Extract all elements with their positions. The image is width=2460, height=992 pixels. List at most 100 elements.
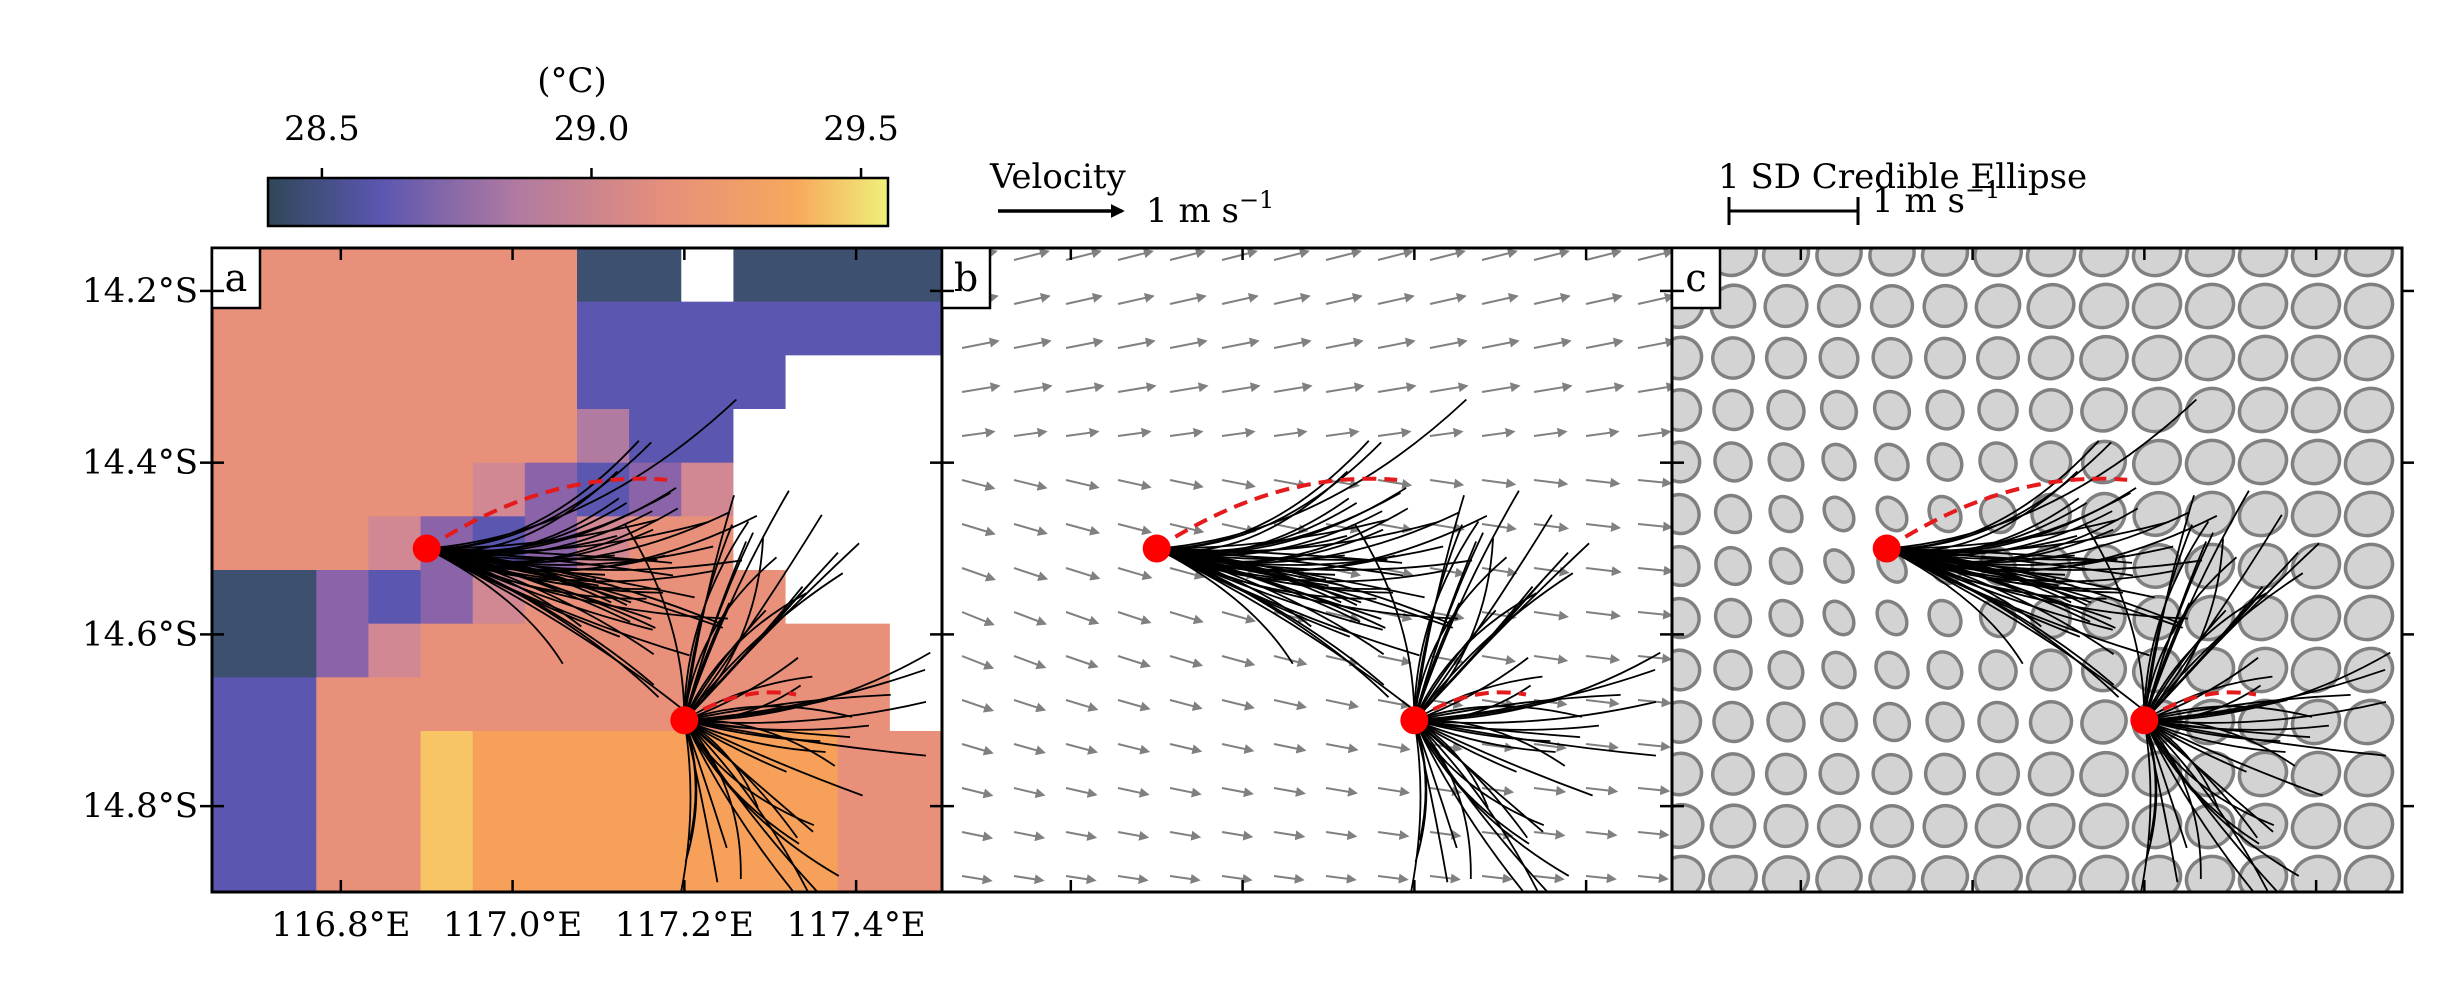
sst-cell xyxy=(837,462,891,517)
trajectory-line xyxy=(2143,675,2273,722)
velocity-arrow xyxy=(1377,293,1415,305)
trajectory-line xyxy=(2144,705,2313,722)
trajectory-line xyxy=(1156,441,1382,550)
velocity-arrow xyxy=(1377,699,1412,710)
sst-cell xyxy=(472,838,526,892)
sst-cell xyxy=(524,677,578,732)
trajectory-line xyxy=(683,719,742,880)
credible-ellipse xyxy=(1711,336,1755,380)
velocity-arrow xyxy=(1585,427,1620,438)
sst-cell xyxy=(472,409,526,464)
credible-ellipse xyxy=(1925,701,1965,743)
velocity-arrow xyxy=(1169,787,1202,798)
sst-cell xyxy=(577,731,630,786)
velocity-arrow xyxy=(1637,609,1672,620)
credible-ellipse xyxy=(2237,490,2289,538)
credible-ellipse xyxy=(2343,854,2395,892)
sst-cell xyxy=(524,784,578,839)
velocity-arrow xyxy=(1429,873,1461,884)
velocity-arrow xyxy=(1117,743,1151,755)
trajectory-line xyxy=(683,572,844,721)
velocity-arrow xyxy=(1169,874,1201,884)
credible-ellipse xyxy=(2132,490,2182,538)
trajectory-line xyxy=(426,528,654,563)
velocity-arrow xyxy=(961,382,1001,393)
velocity-arrow xyxy=(1013,611,1048,626)
credible-ellipse xyxy=(2131,802,2183,850)
credible-ellipse xyxy=(1875,495,1909,533)
velocity-arrow xyxy=(1585,829,1618,840)
credible-ellipse xyxy=(1713,493,1753,535)
colorbar-label: (°C) xyxy=(537,61,607,101)
credible-ellipse xyxy=(1672,751,1704,797)
trajectory-line xyxy=(1413,490,1520,721)
sst-cell xyxy=(264,570,317,625)
velocity-arrow xyxy=(1637,873,1669,884)
credible-ellipse xyxy=(1672,596,1701,640)
sst-cell xyxy=(837,570,891,625)
trajectory-line xyxy=(2143,720,2179,883)
velocity-arrow xyxy=(1169,479,1204,490)
credible-ellipse xyxy=(2026,802,2076,850)
credible-ellipse xyxy=(1712,700,1754,744)
velocity-arrow xyxy=(1585,741,1619,752)
velocity-arrow xyxy=(1117,699,1151,712)
velocity-arrow xyxy=(1273,699,1308,711)
velocity-arrow xyxy=(961,831,994,842)
credible-ellipse xyxy=(1764,752,1808,796)
sst-cell xyxy=(837,409,891,464)
sst-cell xyxy=(264,462,317,517)
credible-ellipse xyxy=(1763,803,1809,849)
velocity-arrow xyxy=(1013,293,1051,305)
velocity-arrow xyxy=(1117,382,1157,393)
trajectory-line xyxy=(683,719,800,845)
sst-cell xyxy=(837,731,891,786)
trajectory-line xyxy=(2084,523,2146,721)
credible-ellipse xyxy=(2081,543,2127,589)
sst-cell xyxy=(420,462,474,517)
credible-ellipse xyxy=(1818,752,1860,796)
velocity-arrow xyxy=(1325,699,1360,710)
velocity-arrow xyxy=(1325,382,1365,393)
sst-cell xyxy=(577,677,630,732)
credible-ellipse xyxy=(2131,334,2183,382)
velocity-arrow xyxy=(1429,523,1465,533)
velocity-arrow xyxy=(1117,830,1150,841)
trajectory-line xyxy=(426,547,690,657)
trajectory-line xyxy=(2140,720,2152,892)
credible-ellipse xyxy=(1875,599,1909,637)
trajectory-line xyxy=(2144,699,2288,722)
ellipse-legend: 1 SD Credible Ellipse 1 m s−1 xyxy=(1718,157,2087,225)
credible-ellipse xyxy=(1974,803,2022,849)
trajectory-line xyxy=(2144,700,2387,724)
credible-ellipse xyxy=(1978,649,2018,691)
credible-ellipse xyxy=(1977,700,2019,744)
credible-ellipse xyxy=(1973,854,2023,892)
start-point-marker xyxy=(1400,706,1429,735)
velocity-arrow xyxy=(1169,523,1205,535)
panel-letter-a: a xyxy=(225,256,248,300)
trajectory-line xyxy=(683,524,733,721)
ellipse-legend-value: 1 m s−1 xyxy=(1872,176,2000,221)
credible-ellipse xyxy=(1712,388,1754,432)
credible-ellipse xyxy=(1925,389,1965,431)
sst-cell xyxy=(837,784,891,839)
trajectory-line xyxy=(1354,523,1416,721)
velocity-arrow xyxy=(961,655,995,670)
velocity-arrow xyxy=(1169,382,1209,393)
trajectory-line xyxy=(684,699,828,722)
credible-ellipse xyxy=(1871,336,1913,380)
velocity-arrow xyxy=(1429,829,1462,840)
velocity-arrow xyxy=(1169,337,1208,349)
sst-cell xyxy=(629,570,682,625)
velocity-arrow xyxy=(1637,829,1670,840)
credible-ellipse xyxy=(1977,388,2019,432)
credible-ellipse xyxy=(2237,334,2289,382)
credible-ellipse xyxy=(1672,700,1703,744)
credible-ellipse xyxy=(1819,701,1859,743)
sst-cell xyxy=(316,784,370,839)
credible-ellipse xyxy=(2343,334,2395,382)
velocity-arrow xyxy=(1325,427,1360,438)
velocity-arrow xyxy=(1377,478,1413,489)
credible-ellipse xyxy=(1874,650,1910,690)
